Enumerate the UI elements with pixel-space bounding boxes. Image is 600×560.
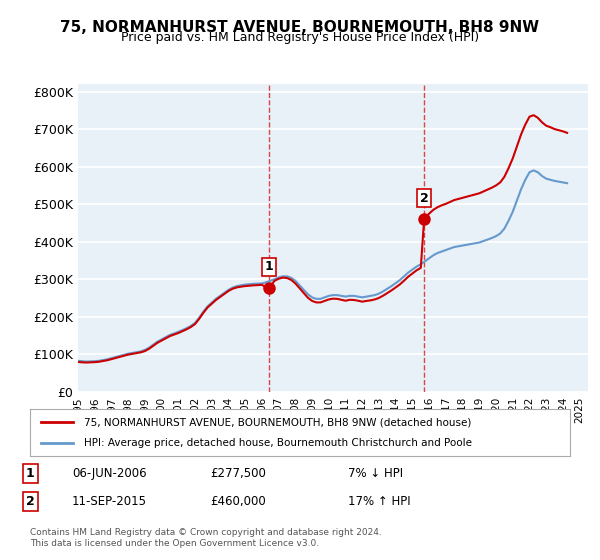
Text: 2: 2 xyxy=(26,494,34,508)
Text: 7% ↓ HPI: 7% ↓ HPI xyxy=(348,466,403,480)
Text: Price paid vs. HM Land Registry's House Price Index (HPI): Price paid vs. HM Land Registry's House … xyxy=(121,31,479,44)
Text: 17% ↑ HPI: 17% ↑ HPI xyxy=(348,494,410,508)
Text: 1: 1 xyxy=(265,260,274,273)
Text: 1: 1 xyxy=(26,466,34,480)
Text: 06-JUN-2006: 06-JUN-2006 xyxy=(72,466,146,480)
Text: 11-SEP-2015: 11-SEP-2015 xyxy=(72,494,147,508)
Text: £277,500: £277,500 xyxy=(210,466,266,480)
Text: Contains HM Land Registry data © Crown copyright and database right 2024.
This d: Contains HM Land Registry data © Crown c… xyxy=(30,528,382,548)
Text: HPI: Average price, detached house, Bournemouth Christchurch and Poole: HPI: Average price, detached house, Bour… xyxy=(84,438,472,448)
Text: £460,000: £460,000 xyxy=(210,494,266,508)
Text: 75, NORMANHURST AVENUE, BOURNEMOUTH, BH8 9NW (detached house): 75, NORMANHURST AVENUE, BOURNEMOUTH, BH8… xyxy=(84,417,472,427)
Text: 75, NORMANHURST AVENUE, BOURNEMOUTH, BH8 9NW: 75, NORMANHURST AVENUE, BOURNEMOUTH, BH8… xyxy=(61,20,539,35)
Text: 2: 2 xyxy=(420,192,428,205)
